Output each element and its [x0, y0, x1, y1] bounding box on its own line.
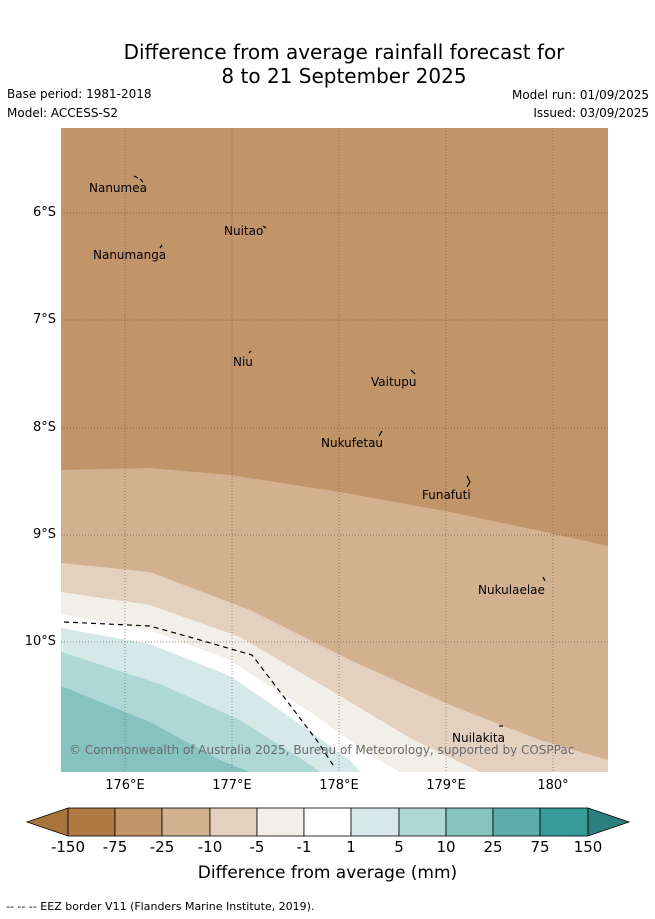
colorbar-tick: -150	[50, 838, 86, 856]
lat-label: 6°S	[32, 205, 56, 220]
lon-label: 176°E	[105, 778, 145, 793]
lon-label: 178°E	[319, 778, 359, 793]
lat-label: 10°S	[24, 634, 56, 649]
lon-label: 179°E	[426, 778, 466, 793]
gridlines	[61, 128, 608, 772]
colorbar-tick: 5	[394, 838, 404, 856]
colorbar-tick: -75	[102, 838, 128, 856]
colorbar-swatch-2	[114, 807, 163, 837]
model-run: Model run: 01/09/2025	[511, 88, 649, 102]
colorbar-swatch-8	[398, 807, 447, 837]
colorbar-tick: 1	[346, 838, 356, 856]
place-label-vaitupu: Vaitupu	[371, 375, 417, 389]
colorbar-tick: -5	[249, 838, 265, 856]
island-outlines	[133, 175, 546, 727]
place-label-funafuti: Funafuti	[422, 488, 471, 502]
island-funafuti	[466, 475, 471, 488]
lon-label: 177°E	[212, 778, 252, 793]
colorbar-swatch-5	[256, 807, 305, 837]
colorbar-swatch-0	[25, 807, 69, 837]
colorbar-tick: 25	[483, 838, 503, 856]
colorbar-tick: -25	[149, 838, 175, 856]
colorbar-tick: 10	[436, 838, 456, 856]
colorbar-swatch-3	[161, 807, 211, 837]
eez-footnote: -- -- -- EEZ border V11 (Flanders Marine…	[6, 900, 315, 913]
colorbar-tick: 150	[573, 838, 603, 856]
place-label-nanumanga: Nanumanga	[93, 248, 166, 262]
place-label-nukulaelae: Nukulaelae	[478, 583, 545, 597]
place-label-niu: Niu	[233, 355, 253, 369]
place-label-nanumea: Nanumea	[89, 181, 147, 195]
base-period: Base period: 1981-2018	[7, 87, 152, 101]
title-line-2: 8 to 21 September 2025	[221, 64, 467, 88]
island-nuitao	[262, 225, 267, 229]
colorbar-swatch-6	[303, 807, 352, 837]
colorbar-swatch-10	[492, 807, 541, 837]
colorbar	[25, 807, 631, 837]
colorbar-swatch-12	[587, 807, 631, 837]
colorbar-tick: 75	[530, 838, 550, 856]
title: Difference from average rainfall forecas…	[0, 40, 655, 88]
title-line-1: Difference from average rainfall forecas…	[123, 40, 565, 64]
island-nanumanga	[159, 244, 163, 249]
colorbar-tick: -1	[296, 838, 312, 856]
island-nukulaelae	[542, 576, 546, 582]
colorbar-label: Difference from average (mm)	[197, 863, 458, 883]
lon-label: 180°	[537, 778, 569, 793]
place-label-nukufetau: Nukufetau	[321, 436, 383, 450]
island-nukufetau	[378, 430, 383, 437]
place-label-nuilakita: Nuilakita	[452, 731, 505, 745]
colorbar-swatch-11	[539, 807, 589, 837]
eez-border	[63, 621, 336, 769]
lat-label: 9°S	[32, 527, 56, 542]
island-niu	[248, 350, 252, 354]
island-vaitupu	[410, 369, 416, 375]
colorbar-tick: -10	[197, 838, 223, 856]
island-nanumea	[133, 175, 144, 183]
band-10-to-25	[61, 686, 250, 772]
colorbar-swatch-4	[209, 807, 258, 837]
colorbar-swatch-7	[350, 807, 400, 837]
map-plot-area: Nanumea Nuitao Nanumanga Niu Vaitupu Nuk…	[61, 128, 608, 772]
colorbar-swatch-1	[67, 807, 116, 837]
copyright-notice: © Commonwealth of Australia 2025, Bureau…	[69, 743, 574, 757]
lat-label: 8°S	[32, 420, 56, 435]
issued-date: Issued: 03/09/2025	[533, 106, 649, 120]
colorbar-swatch-9	[445, 807, 494, 837]
place-label-nuitao: Nuitao	[224, 224, 263, 238]
model-name: Model: ACCESS-S2	[7, 106, 119, 120]
lat-label: 7°S	[32, 312, 56, 327]
